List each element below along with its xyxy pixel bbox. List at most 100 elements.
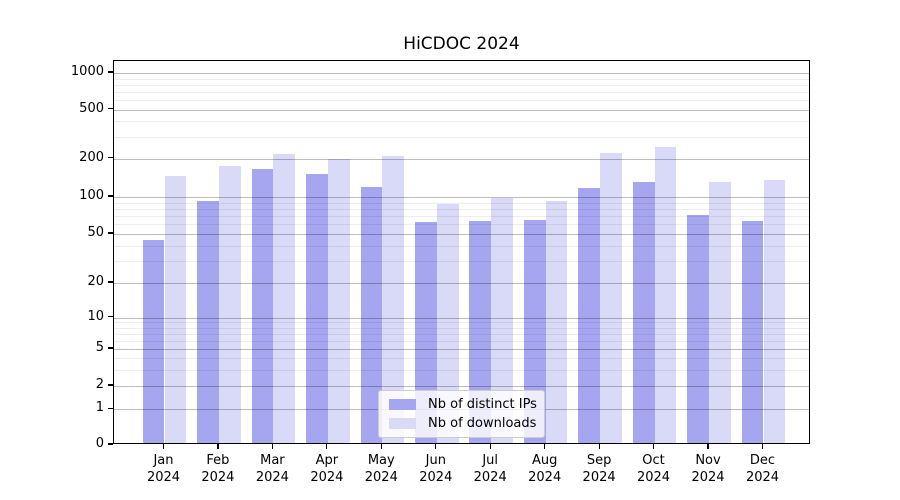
legend-item-distinct-ips: Nb of distinct IPs bbox=[389, 395, 537, 414]
x-tick-label-jan-2024: Jan 2024 bbox=[146, 453, 181, 485]
gridline-minor-80 bbox=[114, 208, 809, 210]
bar-nb-of-distinct-ips-dec-2024 bbox=[741, 221, 764, 443]
gridline-minor-300 bbox=[114, 136, 809, 138]
x-tick-label-dec-2024: Dec 2024 bbox=[745, 453, 780, 485]
bar-nb-of-downloads-oct-2024 bbox=[654, 146, 677, 443]
x-tick-label-oct-2024: Oct 2024 bbox=[636, 453, 671, 485]
y-tick-label-1: 1 bbox=[95, 400, 104, 416]
y-tick-label-20: 20 bbox=[87, 274, 104, 289]
x-tick-label-apr-2024: Apr 2024 bbox=[310, 453, 344, 485]
gridline-major-20 bbox=[114, 283, 809, 284]
x-tick-jun-2024 bbox=[435, 444, 437, 449]
x-tick-may-2024 bbox=[380, 444, 382, 449]
gridline-major-5 bbox=[114, 349, 809, 350]
y-tick-5 bbox=[107, 347, 113, 349]
bar-nb-of-downloads-dec-2024 bbox=[763, 180, 786, 443]
gridline-major-2 bbox=[114, 386, 809, 387]
gridline-minor-6 bbox=[114, 340, 809, 342]
gridline-minor-70 bbox=[114, 216, 809, 217]
gridline-major-200 bbox=[114, 158, 809, 160]
legend-label-downloads: Nb of downloads bbox=[428, 416, 537, 431]
gridline-minor-400 bbox=[114, 121, 809, 123]
x-tick-label-jun-2024: Jun 2024 bbox=[419, 453, 453, 485]
y-tick-50 bbox=[107, 232, 113, 234]
gridline-minor-800 bbox=[114, 84, 809, 86]
bar-nb-of-distinct-ips-apr-2024 bbox=[306, 174, 328, 443]
gridline-major-500 bbox=[114, 109, 809, 111]
gridline-major-100 bbox=[114, 197, 809, 198]
y-tick-label-1000: 1000 bbox=[70, 64, 104, 79]
y-tick-0 bbox=[107, 443, 113, 445]
gridline-minor-9 bbox=[114, 322, 809, 324]
x-tick-aug-2024 bbox=[544, 444, 546, 449]
bar-nb-of-downloads-jun-2024 bbox=[436, 204, 459, 443]
y-tick-label-50: 50 bbox=[87, 225, 104, 240]
x-tick-label-aug-2024: Aug 2024 bbox=[528, 453, 562, 485]
x-tick-label-sep-2024: Sep 2024 bbox=[582, 453, 616, 485]
x-tick-label-nov-2024: Nov 2024 bbox=[691, 453, 725, 485]
y-tick-label-500: 500 bbox=[79, 100, 104, 116]
legend-label-distinct-ips: Nb of distinct IPs bbox=[428, 397, 537, 412]
chart-title: HiCDOC 2024 bbox=[403, 34, 520, 54]
x-tick-label-mar-2024: Mar 2024 bbox=[255, 453, 289, 485]
gridline-minor-4 bbox=[114, 358, 809, 359]
plot-area bbox=[113, 60, 810, 444]
y-tick-500 bbox=[107, 107, 113, 110]
gridline-minor-600 bbox=[114, 99, 809, 101]
bar-nb-of-distinct-ips-may-2024 bbox=[360, 186, 383, 443]
bar-nb-of-downloads-jan-2024 bbox=[164, 176, 187, 443]
x-tick-nov-2024 bbox=[707, 444, 709, 449]
legend: Nb of distinct IPs Nb of downloads bbox=[378, 390, 545, 438]
gridline-major-50 bbox=[114, 234, 809, 235]
gridline-minor-40 bbox=[114, 245, 809, 247]
gridline-minor-90 bbox=[114, 202, 809, 204]
bar-nb-of-distinct-ips-oct-2024 bbox=[632, 181, 655, 443]
bar-nb-of-distinct-ips-aug-2024 bbox=[523, 219, 546, 443]
bar-nb-of-distinct-ips-jan-2024 bbox=[142, 240, 165, 443]
y-tick-label-200: 200 bbox=[79, 149, 104, 165]
x-tick-oct-2024 bbox=[652, 444, 655, 449]
y-tick-2 bbox=[107, 384, 113, 386]
x-tick-apr-2024 bbox=[326, 444, 328, 449]
y-tick-label-2: 2 bbox=[95, 377, 104, 392]
x-tick-mar-2024 bbox=[271, 444, 274, 449]
gridline-major-1000 bbox=[114, 73, 809, 74]
y-tick-1000 bbox=[107, 71, 113, 73]
y-tick-label-100: 100 bbox=[79, 188, 104, 203]
bar-nb-of-distinct-ips-mar-2024 bbox=[251, 168, 274, 443]
y-tick-10 bbox=[107, 315, 113, 318]
x-tick-label-feb-2024: Feb 2024 bbox=[201, 453, 235, 485]
y-tick-100 bbox=[107, 195, 113, 197]
y-tick-1 bbox=[107, 407, 113, 409]
bar-nb-of-downloads-sep-2024 bbox=[600, 153, 622, 443]
gridline-minor-3 bbox=[114, 369, 809, 371]
x-tick-jan-2024 bbox=[162, 444, 165, 449]
bar-nb-of-downloads-mar-2024 bbox=[273, 153, 296, 443]
bar-nb-of-downloads-nov-2024 bbox=[709, 181, 731, 443]
gridline-minor-7 bbox=[114, 333, 809, 335]
bar-nb-of-distinct-ips-sep-2024 bbox=[578, 187, 601, 443]
x-tick-feb-2024 bbox=[217, 444, 219, 449]
bar-nb-of-downloads-apr-2024 bbox=[327, 159, 350, 443]
bar-nb-of-downloads-feb-2024 bbox=[219, 165, 241, 443]
gridline-minor-900 bbox=[114, 78, 809, 80]
gridline-minor-30 bbox=[114, 261, 809, 263]
bar-nb-of-downloads-jul-2024 bbox=[491, 198, 513, 443]
bar-nb-of-distinct-ips-feb-2024 bbox=[197, 200, 219, 443]
bar-nb-of-distinct-ips-jul-2024 bbox=[469, 220, 492, 443]
y-tick-label-5: 5 bbox=[95, 340, 104, 355]
y-tick-200 bbox=[107, 156, 113, 159]
legend-item-downloads: Nb of downloads bbox=[389, 414, 537, 433]
x-tick-sep-2024 bbox=[598, 444, 600, 449]
x-tick-label-jul-2024: Jul 2024 bbox=[473, 453, 507, 485]
x-tick-jul-2024 bbox=[489, 444, 491, 449]
bar-nb-of-distinct-ips-jun-2024 bbox=[414, 222, 437, 443]
bar-nb-of-downloads-aug-2024 bbox=[545, 201, 568, 443]
y-tick-20 bbox=[107, 281, 113, 283]
x-tick-label-may-2024: May 2024 bbox=[364, 453, 398, 485]
gridline-minor-60 bbox=[114, 224, 809, 226]
y-tick-label-0: 0 bbox=[95, 436, 104, 451]
bar-nb-of-downloads-may-2024 bbox=[382, 156, 405, 443]
legend-swatch-downloads bbox=[389, 418, 416, 429]
